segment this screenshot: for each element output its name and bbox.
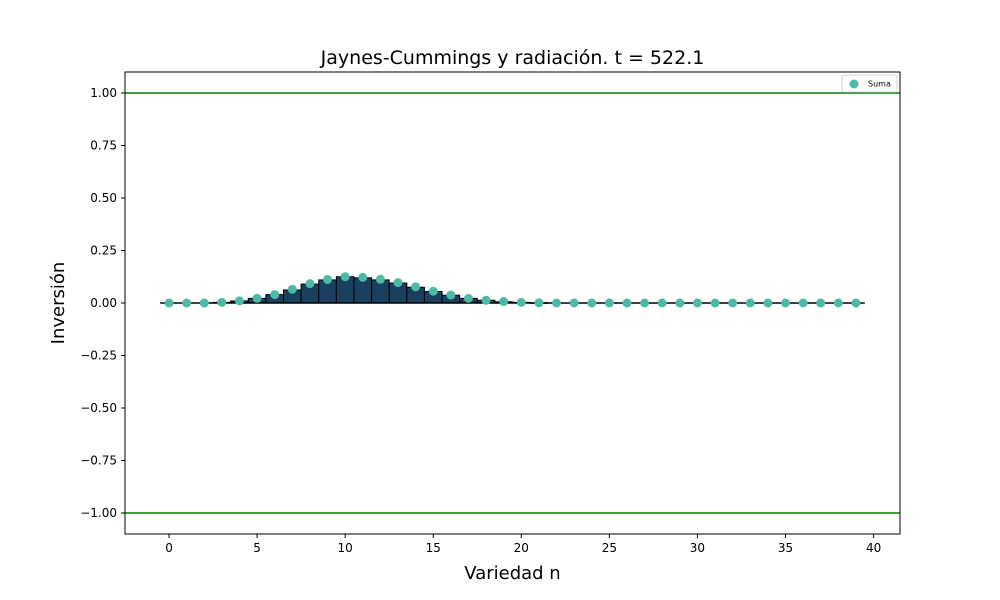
x-tick-label: 35: [778, 541, 793, 555]
y-tick-label: 0.75: [90, 139, 117, 153]
x-tick-label: 25: [602, 541, 617, 555]
x-tick-label: 30: [690, 541, 705, 555]
x-tick-label: 20: [514, 541, 529, 555]
scatter-point: [516, 297, 526, 307]
y-tick-label: 0.00: [90, 296, 117, 310]
scatter-point: [692, 298, 702, 308]
y-tick-label: −1.00: [80, 506, 117, 520]
scatter-point: [552, 298, 562, 308]
scatter-point: [164, 298, 174, 308]
scatter-point: [428, 286, 438, 296]
scatter-point: [728, 298, 738, 308]
x-tick-label: 10: [338, 541, 353, 555]
legend-marker-suma: [849, 79, 859, 89]
scatter-point: [463, 293, 473, 303]
x-axis-label: Variedad n: [464, 563, 560, 584]
x-tick-label: 40: [866, 541, 881, 555]
scatter-point: [340, 272, 350, 282]
scatter-point: [675, 298, 685, 308]
scatter-point: [305, 279, 315, 289]
scatter-point: [252, 293, 262, 303]
x-tick-label: 0: [165, 541, 173, 555]
scatter-point: [604, 298, 614, 308]
scatter-point: [411, 282, 421, 292]
scatter-point: [234, 296, 244, 306]
scatter-point: [587, 298, 597, 308]
scatter-point: [358, 272, 368, 282]
scatter-point: [217, 297, 227, 307]
scatter-point: [851, 298, 861, 308]
scatter-point: [287, 284, 297, 294]
scatter-point: [833, 298, 843, 308]
scatter-point: [481, 295, 491, 305]
x-tick-label: 15: [426, 541, 441, 555]
chart-title: Jaynes-Cummings y radiación. t = 522.1: [320, 47, 705, 69]
scatter-point: [534, 298, 544, 308]
scatter-point: [710, 298, 720, 308]
y-tick-label: −0.50: [80, 401, 117, 415]
y-tick-label: 1.00: [90, 86, 117, 100]
scatter-point: [446, 290, 456, 300]
scatter-point: [781, 298, 791, 308]
y-tick-label: 0.25: [90, 244, 117, 258]
scatter-point: [622, 298, 632, 308]
scatter-point: [569, 298, 579, 308]
y-tick-label: −0.25: [80, 349, 117, 363]
scatter-point: [182, 298, 192, 308]
scatter-point: [745, 298, 755, 308]
scatter-point: [270, 290, 280, 300]
scatter-point: [763, 298, 773, 308]
scatter-point: [323, 274, 333, 284]
scatter-point: [816, 298, 826, 308]
scatter-point: [798, 298, 808, 308]
y-tick-label: 0.50: [90, 191, 117, 205]
y-axis-label: Inversión: [48, 262, 69, 345]
scatter-point: [640, 298, 650, 308]
legend-label-suma: Suma: [868, 80, 891, 89]
y-tick-label: −0.75: [80, 454, 117, 468]
x-tick-label: 5: [253, 541, 261, 555]
scatter-point: [657, 298, 667, 308]
scatter-point: [499, 297, 509, 307]
legend: Suma: [841, 74, 898, 93]
scatter-point: [199, 298, 209, 308]
scatter-point: [393, 278, 403, 288]
scatter-suma: [164, 272, 861, 308]
scatter-point: [375, 274, 385, 284]
